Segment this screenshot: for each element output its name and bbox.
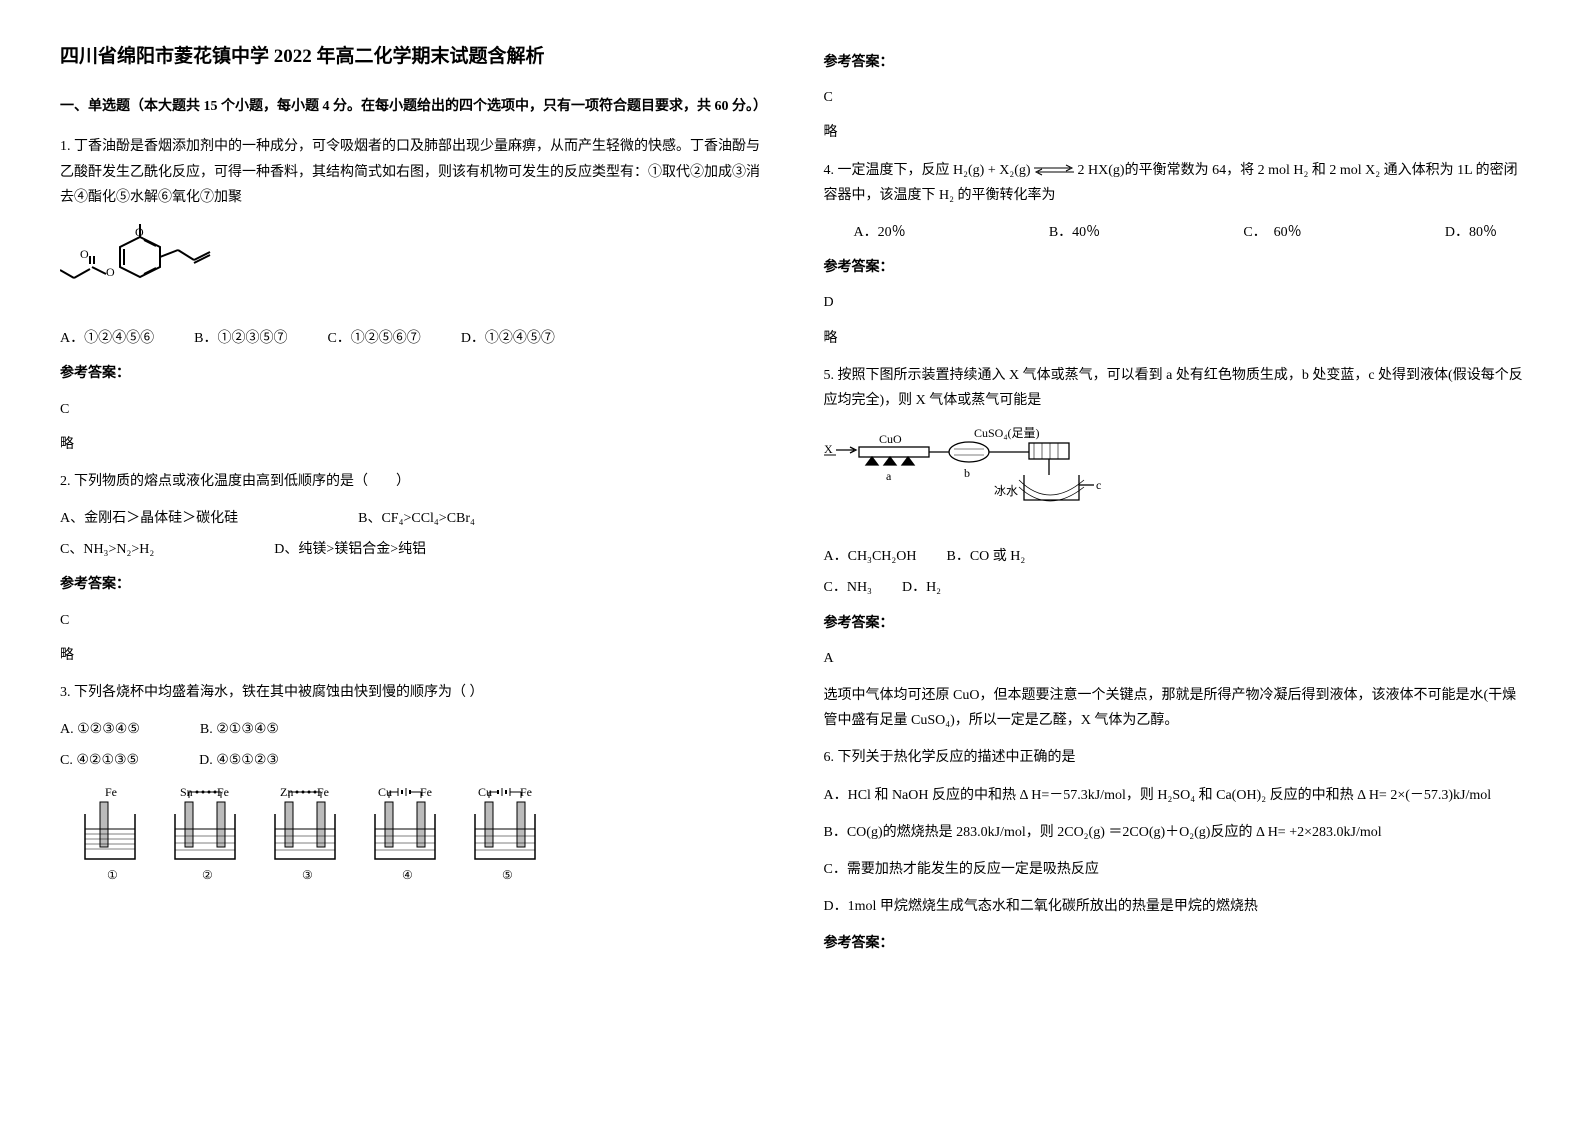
svg-text:O: O [80, 247, 89, 261]
q5-option-a: A．CH₃CH₂OH [824, 544, 917, 569]
q3-answer-label: 参考答案： [824, 50, 1528, 75]
q1-option-a: A．①②④⑤⑥ [60, 326, 154, 351]
q2-option-d: D、纯镁>镁铝合金>纯铝 [274, 537, 426, 562]
q1-brief: 略 [60, 432, 764, 457]
q5-option-b: B．CO 或 H₂ [947, 544, 1026, 569]
svg-text:b: b [964, 466, 970, 480]
q6-option-d: D．1mol 甲烷燃烧生成气态水和二氧化碳所放出的热量是甲烷的燃烧热 [824, 894, 1528, 919]
q1-molecule-diagram: O O O [60, 222, 764, 316]
svg-text:Fe: Fe [520, 785, 532, 799]
q2-option-b: B、CF₄>CCl₄>CBr₄ [358, 506, 475, 531]
q3-option-c: C. ④②①③⑤ [60, 748, 139, 773]
q2-text: 2. 下列物质的熔点或液化温度由高到低顺序的是（ ） [60, 469, 764, 494]
q2-answer-label: 参考答案： [60, 572, 764, 597]
q1-answer-label: 参考答案： [60, 361, 764, 386]
q4-brief: 略 [824, 326, 1528, 351]
svg-text:⑤: ⑤ [502, 868, 513, 882]
q3-option-b: B. ②①③④⑤ [200, 717, 279, 742]
section-header: 一、单选题（本大题共 15 个小题，每小题 4 分。在每小题给出的四个选项中，只… [60, 94, 764, 119]
svg-text:Fe: Fe [420, 785, 432, 799]
svg-text:O: O [135, 225, 144, 239]
q4-option-d: D．80％ [1445, 220, 1497, 245]
svg-text:冰水: 冰水 [994, 484, 1018, 498]
svg-text:CuSO₄(足量): CuSO₄(足量) [974, 426, 1040, 440]
svg-text:Fe: Fe [105, 785, 117, 799]
q4-option-b: B．40％ [1049, 220, 1100, 245]
q2-answer: C [60, 608, 764, 633]
q6-option-a: A．HCl 和 NaOH 反应的中和热 Δ H=－57.3kJ/mol，则 H₂… [824, 783, 1528, 808]
q2-option-a: A、金刚石＞晶体硅＞碳化硅 [60, 506, 238, 531]
q3-brief: 略 [824, 120, 1528, 145]
q1-option-c: C．①②⑤⑥⑦ [327, 326, 420, 351]
q1-text: 1. 丁香油酚是香烟添加剂中的一种成分，可令吸烟者的口及肺部出现少量麻痹，从而产… [60, 134, 764, 210]
q3-answer: C [824, 85, 1528, 110]
q4-answer-label: 参考答案： [824, 255, 1528, 280]
svg-text:③: ③ [302, 868, 313, 882]
q1-option-d: D．①②④⑤⑦ [461, 326, 555, 351]
q5-apparatus-diagram: X CuO CuSO₄(足量) a [824, 425, 1528, 534]
q3-beakers-diagram: Fe ① SnFe [80, 784, 764, 913]
q3-option-a: A. ①②③④⑤ [60, 717, 140, 742]
q3-option-d: D. ④⑤①②③ [199, 748, 279, 773]
q5-answer-label: 参考答案： [824, 611, 1528, 636]
q5-text: 5. 按照下图所示装置持续通入 X 气体或蒸气，可以看到 a 处有红色物质生成，… [824, 363, 1528, 413]
svg-text:c: c [1096, 478, 1101, 492]
q2-brief: 略 [60, 643, 764, 668]
q6-option-b: B．CO(g)的燃烧热是 283.0kJ/mol，则 2CO₂(g) ＝2CO(… [824, 820, 1528, 845]
q5-answer: A [824, 646, 1528, 671]
q1-option-b: B．①②③⑤⑦ [194, 326, 287, 351]
svg-text:④: ④ [402, 868, 413, 882]
svg-text:X: X [824, 442, 833, 456]
q5-option-d: D．H₂ [902, 575, 941, 600]
svg-text:①: ① [107, 868, 118, 882]
q5-explanation: 选项中气体均可还原 CuO，但本题要注意一个关键点，那就是所得产物冷凝后得到液体… [824, 683, 1528, 733]
page-title: 四川省绵阳市菱花镇中学 2022 年高二化学期末试题含解析 [60, 40, 764, 74]
q4-option-a: A．20％ [854, 220, 906, 245]
q6-text: 6. 下列关于热化学反应的描述中正确的是 [824, 745, 1528, 770]
q6-option-c: C．需要加热才能发生的反应一定是吸热反应 [824, 857, 1528, 882]
svg-text:O: O [106, 265, 115, 279]
q2-option-c: C、NH₃>N₂>H₂ [60, 537, 154, 562]
q6-answer-label: 参考答案： [824, 931, 1528, 956]
q5-option-c: C．NH₃ [824, 575, 872, 600]
svg-text:②: ② [202, 868, 213, 882]
q3-text: 3. 下列各烧杯中均盛着海水，铁在其中被腐蚀由快到慢的顺序为（ ） [60, 680, 764, 705]
q1-answer: C [60, 397, 764, 422]
q4-option-c: C． 60％ [1243, 220, 1301, 245]
svg-text:CuO: CuO [879, 432, 902, 446]
q4-answer: D [824, 290, 1528, 315]
q4-text: 4. 一定温度下，反应 H₂(g) + X₂(g) 2 HX(g)的平衡常数为 … [824, 158, 1528, 208]
svg-text:a: a [886, 469, 892, 483]
